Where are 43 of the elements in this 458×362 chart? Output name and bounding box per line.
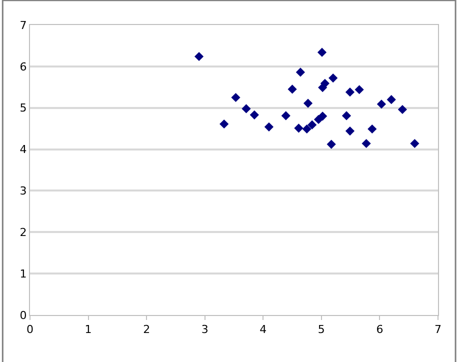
x-tick-label: 2: [143, 323, 150, 336]
point: [342, 111, 352, 120]
point: [294, 124, 304, 133]
y-tick-label: 7: [20, 18, 27, 32]
point: [368, 124, 377, 134]
x-tick-label: 1: [84, 323, 92, 336]
x-tick-label: 4: [260, 323, 267, 336]
point: [302, 124, 312, 134]
point: [281, 111, 290, 120]
point: [318, 112, 328, 121]
point: [354, 85, 364, 94]
point: [345, 126, 355, 136]
point: [320, 78, 330, 88]
point: [303, 98, 313, 108]
point: [231, 92, 240, 102]
y-tick-label: 2: [20, 226, 27, 239]
x-tick-label: 7: [434, 323, 442, 336]
y-tick-label: 3: [20, 184, 27, 198]
point: [398, 104, 407, 114]
point: [288, 84, 297, 94]
point: [376, 100, 386, 109]
point: [220, 119, 229, 129]
point: [242, 104, 251, 114]
point: [296, 68, 305, 77]
y-tick-label: 0: [20, 308, 27, 322]
point: [326, 140, 336, 149]
y-tick-label: 1: [20, 267, 27, 280]
point: [317, 48, 327, 57]
y-tick-label: 4: [20, 143, 27, 156]
point: [386, 95, 396, 104]
point: [194, 52, 204, 62]
point: [362, 138, 371, 148]
x-tick-label: 6: [376, 323, 384, 336]
point: [250, 110, 259, 120]
x-tick-label: 5: [318, 323, 325, 336]
point: [345, 88, 355, 97]
y-tick-label: 5: [20, 102, 27, 115]
point: [328, 73, 338, 83]
y-tick-label: 6: [20, 60, 27, 74]
point: [264, 122, 274, 132]
x-tick-label: 3: [201, 323, 208, 336]
point: [308, 120, 317, 130]
point: [410, 138, 420, 148]
